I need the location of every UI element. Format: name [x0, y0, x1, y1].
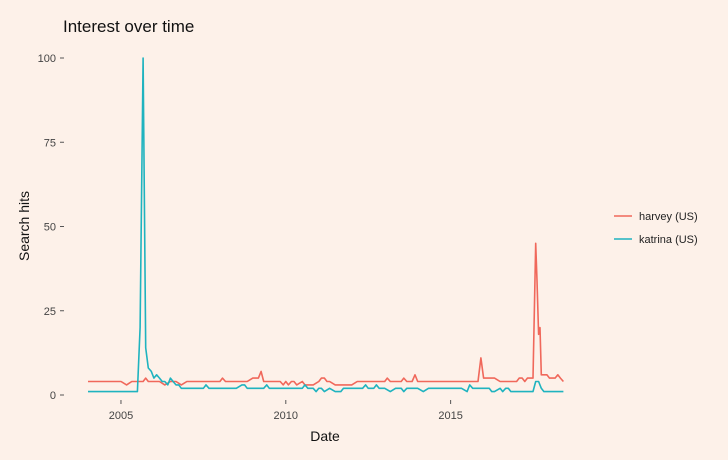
x-tick-label: 2010: [274, 410, 298, 422]
y-tick-label: 25: [44, 306, 56, 318]
plot-lines: [88, 57, 564, 393]
legend: harvey (US) katrina (US): [614, 211, 698, 246]
y-tick-label: 100: [38, 53, 56, 65]
y-tick-label: 50: [44, 222, 56, 234]
legend-label: katrina (US): [639, 234, 698, 246]
y-axis-title: Search hits: [16, 191, 32, 261]
x-tick-label: 2015: [438, 410, 462, 422]
x-axis-title: Date: [310, 428, 340, 444]
legend-label: harvey (US): [639, 211, 698, 223]
x-tick-label: 2005: [109, 410, 133, 422]
series-line-harvey: [88, 242, 564, 386]
chart-title: Interest over time: [63, 17, 194, 36]
series-line-katrina: [88, 57, 564, 393]
x-axis: 2005 2010 2015: [109, 400, 463, 422]
y-tick-label: 75: [44, 137, 56, 149]
y-axis: 0 25 50 75 100: [38, 53, 64, 402]
y-tick-label: 0: [50, 390, 56, 402]
